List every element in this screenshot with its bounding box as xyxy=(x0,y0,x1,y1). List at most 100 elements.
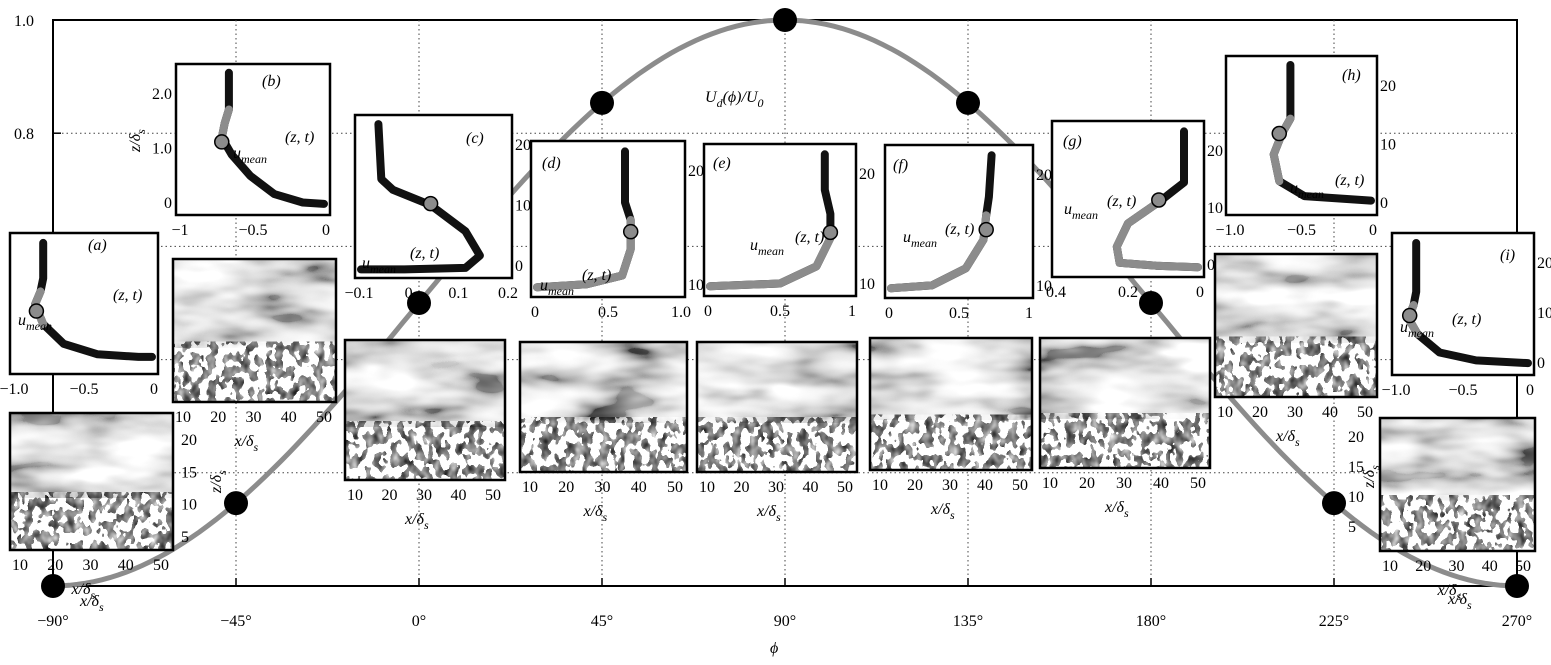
field-z-tick-label: 20 xyxy=(181,432,197,449)
field-frame xyxy=(1378,416,1537,553)
phase-marker xyxy=(41,574,65,598)
field-x-tick-label: 30 xyxy=(1116,475,1132,492)
x-tick-label: 180° xyxy=(1136,613,1166,630)
profile-x-tick-label: −0.5 xyxy=(238,222,267,239)
field-large-scale xyxy=(697,342,857,423)
field-z-label: z/δs xyxy=(1361,465,1382,489)
umean-label: umean xyxy=(18,312,52,333)
field-x-tick-label: 30 xyxy=(768,479,784,496)
panel-tag: (g) xyxy=(1063,133,1082,150)
profile-panel-g: (g) umean (z, t) 0.4 0.2 0 20 10 0 xyxy=(1046,119,1223,301)
field-x-tick-label: 20 xyxy=(47,557,63,574)
zt-label: (z, t) xyxy=(410,245,439,262)
panel-tag: (h) xyxy=(1342,67,1361,84)
phase-marker xyxy=(1322,491,1346,516)
field-x-label: x/δs xyxy=(930,501,955,522)
profile-y-tick-label: 10 xyxy=(515,198,531,215)
umean-label: umean xyxy=(233,145,267,166)
profile-x-tick-label: 0 xyxy=(1526,382,1534,399)
field-x-tick-label: 30 xyxy=(595,479,611,496)
field-frame xyxy=(868,336,1034,472)
phase-marker xyxy=(590,90,614,115)
profile-y-tick-label: 0 xyxy=(1537,355,1545,372)
field-small-scale xyxy=(1380,495,1535,551)
profile-x-tick-label: −1 xyxy=(171,222,188,239)
field-x-tick-label: 50 xyxy=(1357,404,1373,421)
panel-tag: (f) xyxy=(893,157,908,174)
profile-y-tick-label: 20 xyxy=(688,163,704,180)
field-large-scale xyxy=(1215,254,1377,343)
field-panel-a: 10 20 30 40 50 x/δs xyxy=(8,411,175,602)
phase-marker xyxy=(956,90,980,115)
profile-panel-c: (c) umean (z, t) −0.1 0 0.1 0.2 20 10 0 xyxy=(344,113,531,302)
field-x-tick-label: 10 xyxy=(175,409,191,426)
profile-panel-a: (a) umean (z, t) −1.0 −0.5 0 xyxy=(0,231,160,398)
profile-x-tick-label: 0 xyxy=(405,285,413,302)
profile-y-tick-label: 20 xyxy=(515,137,531,154)
umean-label: umean xyxy=(1400,319,1434,340)
field-x-tick-label: 40 xyxy=(631,479,647,496)
profile-y-tick-label: 20 xyxy=(1036,167,1052,184)
field-x-tick-label: 10 xyxy=(1217,404,1233,421)
panel-tag: (b) xyxy=(262,73,281,90)
profile-panel-b: (b) umean (z, t) −1 −0.5 0 2.0 1.0 0 z/δs xyxy=(127,62,332,239)
field-x-label: x/δs xyxy=(756,503,781,524)
field-frame xyxy=(695,340,859,474)
zt-label: (z, t) xyxy=(945,221,974,238)
field-z-label: z/δs xyxy=(208,470,229,494)
umean-label: umean xyxy=(903,229,937,250)
field-panel-g: 10 20 30 40 50 x/δs xyxy=(1038,336,1212,520)
x-tick-label: 270° xyxy=(1502,613,1532,630)
field-x-tick-label: 50 xyxy=(1515,558,1531,575)
field-x-tick-label: 40 xyxy=(451,487,467,504)
curve-markers xyxy=(41,8,1529,598)
field-x-tick-label: 30 xyxy=(246,409,262,426)
field-x-label: x/δs xyxy=(1437,582,1462,603)
x-tick-label: 45° xyxy=(591,613,613,630)
field-x-tick-label: 10 xyxy=(872,477,888,494)
field-panel-d: 10 20 30 40 50 x/δs xyxy=(518,340,689,524)
field-large-scale xyxy=(1380,418,1535,501)
zt-label: (z, t) xyxy=(582,267,611,284)
profile-x-tick-label: 0 xyxy=(704,303,712,320)
field-small-scale xyxy=(1215,336,1377,397)
profile-frame xyxy=(529,139,687,299)
field-x-label: x/δs xyxy=(1275,428,1300,449)
profile-x-tick-label: 0 xyxy=(1196,284,1204,301)
field-z-tick-label: 10 xyxy=(181,497,197,514)
field-x-tick-label: 40 xyxy=(281,409,297,426)
profile-panel-i: (i) umean (z, t) −1.0 −0.5 0 20 10 0 xyxy=(1381,231,1551,399)
profile-x-tick-label: −0.5 xyxy=(69,381,98,398)
x-tick-label: 135° xyxy=(953,613,983,630)
profile-x-tick-label: 0.5 xyxy=(598,304,618,321)
field-small-scale xyxy=(870,414,1032,470)
field-x-tick-label: 50 xyxy=(1190,475,1206,492)
field-large-scale xyxy=(10,413,173,498)
field-small-scale xyxy=(10,492,173,550)
profile-x-tick-label: −0.5 xyxy=(1448,382,1477,399)
field-frame xyxy=(1213,252,1379,399)
profile-x-tick-label: 0.5 xyxy=(949,305,969,322)
x-tick-label: −90° xyxy=(37,613,68,630)
field-panel-b: 10 20 30 40 50 x/δs xyxy=(171,257,338,454)
x-axis-label: ϕ xyxy=(770,640,778,657)
profile-x-tick-label: 0 xyxy=(322,222,330,239)
zt-label: (z, t) xyxy=(285,129,314,146)
profile-frame xyxy=(1224,54,1379,217)
profile-x-tick-label: 0 xyxy=(531,304,539,321)
profile-y-tick-label: 10 xyxy=(1380,137,1396,154)
zt-label: (z, t) xyxy=(1452,311,1481,328)
field-small-scale xyxy=(345,421,505,480)
field-frame xyxy=(171,257,338,404)
field-z-tick-label: 5 xyxy=(1348,519,1356,536)
profile-y-tick-label: 10 xyxy=(859,276,875,293)
zt-label: (z, t) xyxy=(1107,193,1136,210)
field-x-label: x/δs xyxy=(234,433,259,454)
field-panel-c: 10 20 30 40 50 x/δs xyxy=(343,338,507,532)
phase-marker xyxy=(773,8,797,32)
field-x-tick-label: 50 xyxy=(667,479,683,496)
profile-y-tick-label: 10 xyxy=(1537,305,1551,322)
field-x-tick-label: 30 xyxy=(83,557,99,574)
profile-dot xyxy=(822,224,839,241)
